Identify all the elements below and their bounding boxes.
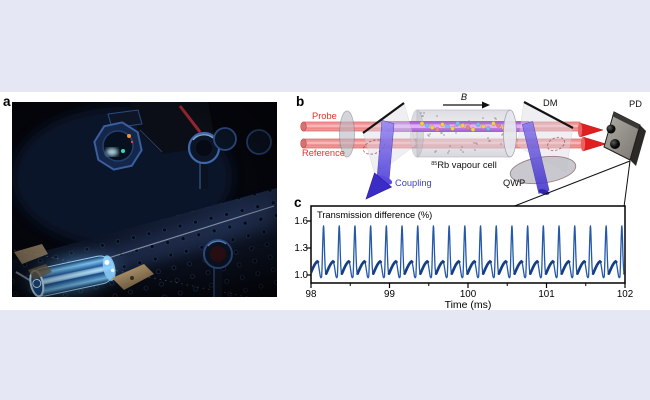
coupling-beam: [365, 119, 395, 200]
transmission-chart: Transmission difference (%) 1.6 1.3 1.0 …: [294, 205, 647, 311]
trace-emphasis-segment: [497, 259, 508, 276]
trace-emphasis-segment: [450, 259, 461, 276]
cell-label-superscript: 85: [431, 161, 437, 167]
photodetector: [603, 111, 646, 166]
photo-vignette: [12, 102, 277, 297]
cell-atom-speckles: [420, 112, 504, 154]
trace-emphasis-segment: [576, 259, 587, 276]
chart-title: Transmission difference (%): [317, 210, 432, 220]
b-field-label: B: [461, 92, 467, 102]
trace-emphasis-segment: [481, 259, 492, 276]
probe-label: Probe: [312, 111, 337, 121]
y-axis-ticks: [306, 220, 311, 276]
trace-emphasis-segment: [340, 259, 351, 276]
dichroic-mirror: [516, 101, 574, 173]
trace-emphasis-segment: [419, 259, 430, 276]
x-axis-title: Time (ms): [445, 299, 492, 311]
x-tick-98: 98: [306, 289, 317, 300]
coupling-label: Coupling: [395, 178, 432, 188]
cell-label-main: Rb vapour cell: [437, 160, 496, 170]
x-axis-minor-ticks: [349, 283, 587, 286]
trace-emphasis-segment: [466, 259, 477, 276]
reference-arrowhead: [582, 136, 607, 152]
trace-emphasis-segment: [560, 259, 571, 276]
callout-line: [623, 160, 631, 208]
experiment-diagram: Probe Reference Coupling B 85Rb vapour c…: [300, 92, 646, 208]
waveform-trace: [311, 225, 647, 279]
qwp-label: QWP: [503, 178, 525, 188]
magnetic-field-arrow: [443, 101, 490, 109]
pd-sensor-dot: [606, 124, 616, 134]
trace-emphasis-segment: [607, 259, 618, 276]
trace-emphasis-segment: [356, 259, 367, 276]
reference-label: Reference: [302, 148, 345, 158]
x-axis-ticks: [310, 283, 626, 288]
coupling-arrowhead: [365, 172, 393, 200]
trace-emphasis-segment: [434, 259, 445, 276]
cell-label: 85Rb vapour cell: [431, 160, 497, 170]
cell-end-cap: [503, 109, 517, 158]
trace-emphasis-segment: [591, 259, 602, 276]
dm-label: DM: [543, 98, 557, 108]
y-tick-1.0: 1.0: [294, 270, 308, 281]
panel-b-letter: b: [296, 94, 305, 109]
x-tick-102: 102: [617, 289, 633, 300]
probe-arrow-base: [577, 123, 583, 137]
callout-line: [511, 160, 631, 208]
trace-emphasis-segment: [311, 259, 320, 275]
trace-emphasis-segment: [324, 259, 335, 276]
trace-emphasis-segment: [528, 259, 540, 276]
pd-sensor-dot: [610, 139, 620, 149]
pd-label: PD: [629, 99, 642, 109]
polarization-mark: [546, 136, 566, 152]
panel-a-letter: a: [3, 94, 11, 109]
x-tick-99: 99: [384, 289, 395, 300]
panel-c-letter: c: [294, 195, 302, 210]
probe-arrowhead: [579, 122, 604, 138]
y-tick-1.3: 1.3: [294, 243, 308, 254]
trace-emphasis-segment: [371, 259, 383, 276]
reference-arrow-base: [580, 137, 586, 151]
trace-emphasis-segment: [640, 262, 647, 274]
y-tick-1.6: 1.6: [294, 216, 308, 227]
lens-disc: [339, 110, 355, 158]
trace-emphasis-segment: [544, 259, 555, 276]
trace-emphasis-segment: [513, 259, 524, 276]
trace-emphasis-segment: [403, 259, 414, 276]
cell-atom-dots: [419, 121, 506, 132]
optics-photo: [12, 102, 277, 297]
trace-emphasis-segment: [387, 259, 398, 276]
x-tick-101: 101: [538, 289, 554, 300]
x-tick-100: 100: [460, 289, 477, 300]
